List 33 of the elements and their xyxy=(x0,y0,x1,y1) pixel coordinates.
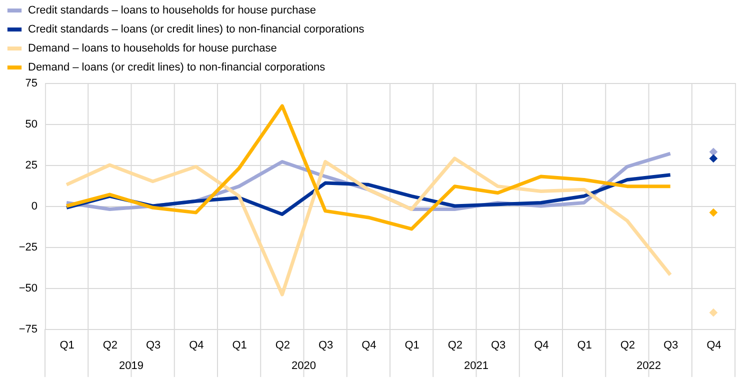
legend-label: Credit standards – loans (or credit lines) to non-financial corporations xyxy=(28,24,365,36)
text: 2019 xyxy=(119,360,144,372)
line-series xyxy=(64,104,672,231)
x-tick-label: Q2 xyxy=(620,340,636,352)
y-tick-label: 75 xyxy=(25,78,38,90)
y-tick-label: −25 xyxy=(18,242,38,254)
text: 2021 xyxy=(464,360,488,372)
x-tick-label: Q3 xyxy=(490,340,506,352)
x-tick-label: Q4 xyxy=(189,340,204,352)
x-tick-label: Q4 xyxy=(534,340,549,352)
text: 2020 xyxy=(292,360,316,372)
x-tick-label: Q3 xyxy=(146,340,161,352)
line-series xyxy=(64,156,672,296)
legend-label: Demand – loans (or credit lines) to non-financial corporations xyxy=(28,62,326,74)
x-tick-label: Q4 xyxy=(706,340,722,352)
y-tick-label: 0 xyxy=(31,200,38,212)
legend-label: Demand – loans to households for house purchase xyxy=(28,42,277,54)
x-tick-label: Q1 xyxy=(60,340,74,352)
y-tick-label: 50 xyxy=(25,118,38,130)
x-tick-label: Q4 xyxy=(362,340,376,352)
x-tick-label: Q3 xyxy=(318,340,334,352)
x-tick-label: Q2 xyxy=(102,340,118,352)
legend-label: Credit standards – loans to households for house purchase xyxy=(28,4,316,16)
x-tick-label: Q2 xyxy=(275,340,290,352)
x-tick-label: Q1 xyxy=(577,340,592,352)
x-tick-label: Q1 xyxy=(232,340,247,352)
text: 2022 xyxy=(636,360,661,372)
y-tick-label: −75 xyxy=(18,324,38,336)
y-tick-label: 25 xyxy=(25,160,38,172)
y-tick-label: −50 xyxy=(18,282,38,294)
x-tick-label: Q2 xyxy=(448,340,463,352)
x-tick-label: Q1 xyxy=(404,340,420,352)
x-tick-label: Q3 xyxy=(663,340,678,352)
